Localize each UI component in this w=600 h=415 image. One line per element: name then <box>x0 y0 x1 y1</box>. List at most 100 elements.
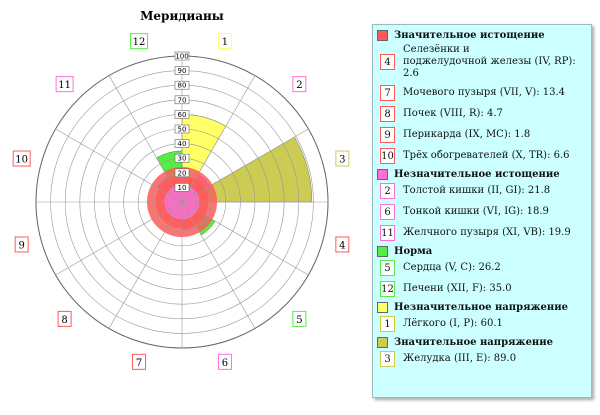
meridian-label-box-4 <box>335 236 350 253</box>
radial-tick-box-50 <box>174 124 190 134</box>
radial-tick-box-80 <box>174 80 190 90</box>
legend-item-number: 2 <box>380 183 395 199</box>
grid-spoke-9 <box>55 201 183 276</box>
legend-item-number: 8 <box>380 106 395 122</box>
legend-group-header: Значительное напряжение <box>377 337 587 348</box>
meridian-label-box-6 <box>217 353 232 370</box>
meridian-label-box-9 <box>14 236 29 253</box>
meridian-label: 4 <box>339 240 345 251</box>
meridian-label: 2 <box>296 80 302 91</box>
legend-item-text: Селезёнки и поджелудочной железы (IV, RP)… <box>403 44 576 79</box>
radial-tick-label: 100 <box>175 53 188 61</box>
chart-title: Меридианы <box>140 9 224 23</box>
radial-tick-label: 40 <box>178 140 187 148</box>
legend-group-header: Незначительное истощение <box>377 169 587 180</box>
legend-swatch <box>377 246 388 257</box>
grid-spoke-3 <box>181 128 309 203</box>
legend-item: 3 Желудка (III, E): 89.0 <box>380 351 587 367</box>
legend-item-text: Толстой кишки (II, GI): 21.8 <box>403 185 551 196</box>
radial-tick-box-60 <box>174 110 190 119</box>
legend-item: 8 Почек (VIII, R): 4.7 <box>380 106 587 122</box>
radial-tick-box-100 <box>174 51 190 61</box>
meridian-label: 6 <box>222 358 228 369</box>
legend-item-text: Тонкой кишки (VI, IG): 18.9 <box>403 206 549 217</box>
legend-item: 11 Желчного пузыря (XI, VB): 19.9 <box>380 225 587 241</box>
legend-group-header: Значительное истощение <box>377 30 587 41</box>
legend-item-text: Мочевого пузыря (VII, V): 13.4 <box>403 87 566 98</box>
radial-tick-label: 10 <box>178 184 187 192</box>
legend-swatch <box>377 302 388 313</box>
radial-tick-label: 60 <box>178 111 187 119</box>
radial-tick-box-30 <box>174 153 190 163</box>
legend-panel: Значительное истощение 4 Селезёнки и поджел… <box>372 24 592 398</box>
legend-group-header: Норма <box>377 246 587 257</box>
meridian-label: 5 <box>296 315 302 326</box>
meridian-label: 3 <box>339 155 345 166</box>
legend-group-name: Незначительное напряжение <box>394 302 569 313</box>
legend-item: 12 Печени (XII, F): 35.0 <box>380 281 587 297</box>
radial-tick-label: 90 <box>178 67 187 75</box>
grid-spoke-8 <box>108 201 183 329</box>
legend-item-number: 3 <box>380 351 395 367</box>
legend-item-number: 12 <box>380 281 395 297</box>
legend-item-number: 9 <box>380 127 395 143</box>
legend-item-number: 5 <box>380 260 395 276</box>
legend-item-number: 6 <box>380 204 395 220</box>
meridian-label: 8 <box>61 315 67 326</box>
meridian-label-box-2 <box>292 76 307 93</box>
legend-item-number: 1 <box>380 316 395 332</box>
meridian-label-box-12 <box>130 33 149 50</box>
legend-item-number: 4 <box>380 54 395 70</box>
grid-spoke-6 <box>181 201 256 329</box>
meridian-label: 7 <box>136 358 142 369</box>
meridian-label: 10 <box>15 155 28 166</box>
meridian-label-box-3 <box>335 150 350 167</box>
meridian-label-box-10 <box>12 150 31 167</box>
legend-group-name: Норма <box>394 246 433 257</box>
meridian-label: 9 <box>18 240 24 251</box>
legend-item-text: Перикарда (IX, MC): 1.8 <box>403 129 531 140</box>
meridian-label: 11 <box>58 80 71 91</box>
legend-item: 7 Мочевого пузыря (VII, V): 13.4 <box>380 85 587 101</box>
legend-item: 9 Перикарда (IX, MC): 1.8 <box>380 127 587 143</box>
legend-swatch <box>377 30 388 41</box>
grid-spoke-5 <box>181 201 309 276</box>
legend-item-text: Почек (VIII, R): 4.7 <box>403 108 503 119</box>
meridian-polar-chart: Меридианы 102030405060708090100123456789… <box>12 9 350 370</box>
grid-spoke-2 <box>181 75 256 203</box>
meridian-label: 12 <box>133 37 146 48</box>
meridian-label: 1 <box>222 37 228 48</box>
meridian-label-box-5 <box>292 310 307 327</box>
legend-item-text: Желудка (III, E): 89.0 <box>403 353 517 364</box>
radial-tick-box-70 <box>174 95 190 105</box>
radial-tick-label: 50 <box>178 126 187 134</box>
legend-group-name: Значительное напряжение <box>394 337 554 348</box>
meridian-label-box-8 <box>57 310 72 327</box>
legend-item-text: Печени (XII, F): 35.0 <box>403 283 512 294</box>
legend-item-number: 10 <box>380 148 395 164</box>
meridian-label-box-1 <box>217 33 232 50</box>
legend-item-number: 11 <box>380 225 395 241</box>
legend-item-number: 7 <box>380 85 395 101</box>
radial-tick-box-40 <box>174 139 190 148</box>
radial-tick-label: 70 <box>178 96 187 104</box>
radial-tick-box-20 <box>174 168 190 178</box>
grid-spoke-12 <box>108 75 183 203</box>
radial-tick-box-90 <box>174 66 190 75</box>
radial-tick-label: 20 <box>178 169 187 177</box>
legend-item: 1 Лёгкого (I, P): 60.1 <box>380 316 587 332</box>
legend-item: 10 Трёх обогревателей (X, TR): 6.6 <box>380 148 587 164</box>
legend-group-name: Незначительное истощение <box>394 169 560 180</box>
legend-item-text: Лёгкого (I, P): 60.1 <box>403 318 503 329</box>
legend-item-text: Сердца (V, C): 26.2 <box>403 262 501 273</box>
legend-swatch <box>377 337 388 348</box>
radial-tick-label: 80 <box>178 82 187 90</box>
meridian-label-box-7 <box>132 353 147 370</box>
legend-item: 4 Селезёнки и поджелудочной железы (IV, RP… <box>380 44 587 80</box>
legend-item: 6 Тонкой кишки (VI, IG): 18.9 <box>380 204 587 220</box>
legend-item-text: Желчного пузыря (XI, VB): 19.9 <box>403 227 571 238</box>
legend-item-text: Трёх обогревателей (X, TR): 6.6 <box>403 150 570 161</box>
legend-item: 5 Сердца (V, C): 26.2 <box>380 260 587 276</box>
radial-tick-box-10 <box>174 183 190 192</box>
legend-item: 2 Толстой кишки (II, GI): 21.8 <box>380 183 587 199</box>
